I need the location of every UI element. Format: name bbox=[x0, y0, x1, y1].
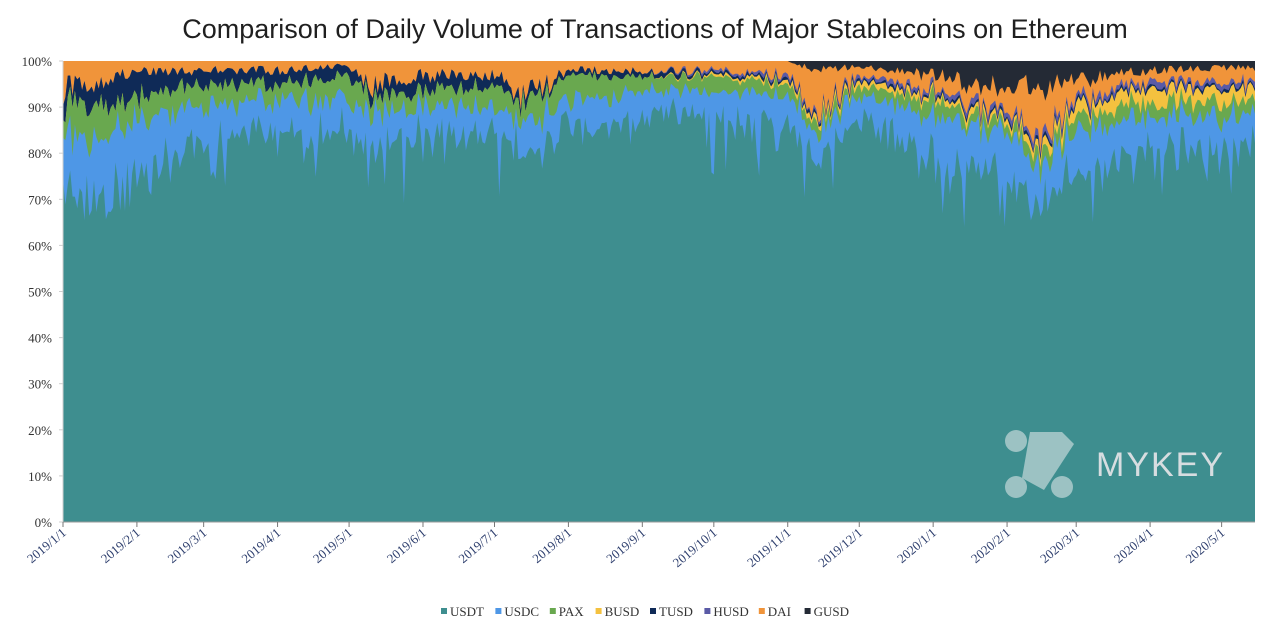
x-tick-label: 2019/4/1 bbox=[238, 525, 283, 566]
watermark-text: MYKEY bbox=[1096, 446, 1225, 484]
x-tick-label: 2019/2/1 bbox=[98, 525, 143, 566]
legend-swatch-husd bbox=[704, 608, 711, 614]
x-tick-label: 2019/5/1 bbox=[310, 525, 355, 566]
y-tick-label: 40% bbox=[28, 331, 52, 346]
y-tick-label: 70% bbox=[28, 192, 52, 207]
legend-swatch-usdc bbox=[495, 608, 502, 614]
legend-label-usdt: USDT bbox=[450, 604, 484, 619]
x-tick-label: 2019/1/1 bbox=[24, 525, 69, 566]
x-tick-label: 2020/1/1 bbox=[894, 525, 939, 566]
y-tick-label: 60% bbox=[28, 238, 52, 253]
chart-title: Comparison of Daily Volume of Transactio… bbox=[182, 14, 1128, 44]
x-tick-label: 2020/4/1 bbox=[1111, 525, 1156, 566]
legend-label-husd: HUSD bbox=[713, 604, 748, 619]
y-tick-label: 30% bbox=[28, 377, 52, 392]
x-tick-label: 2019/8/1 bbox=[529, 525, 574, 566]
x-tick-label: 2019/7/1 bbox=[455, 525, 500, 566]
x-tick-label: 2019/3/1 bbox=[165, 525, 210, 566]
y-tick-label: 10% bbox=[28, 469, 52, 484]
legend-label-usdc: USDC bbox=[504, 604, 539, 619]
legend: USDT USDC PAX BUSD TUSD HUSD DAI GUSD bbox=[441, 604, 849, 619]
legend-label-busd: BUSD bbox=[605, 604, 640, 619]
y-tick-label: 0% bbox=[35, 515, 53, 530]
legend-swatch-pax bbox=[549, 608, 556, 614]
x-tick-label: 2019/6/1 bbox=[384, 525, 429, 566]
legend-label-dai: DAI bbox=[768, 604, 791, 619]
x-tick-label: 2020/5/1 bbox=[1182, 525, 1227, 566]
y-tick-label: 100% bbox=[22, 54, 53, 69]
x-tick-label: 2020/3/1 bbox=[1037, 525, 1082, 566]
area-usdt bbox=[63, 97, 1255, 523]
x-tick-label: 2019/12/1 bbox=[815, 525, 865, 570]
y-tick-label: 50% bbox=[28, 285, 52, 300]
legend-label-pax: PAX bbox=[559, 604, 584, 619]
x-tick-label: 2019/10/1 bbox=[670, 525, 720, 570]
y-tick-label: 90% bbox=[28, 100, 52, 115]
y-tick-label: 20% bbox=[28, 423, 52, 438]
x-tick-label: 2019/9/1 bbox=[603, 525, 648, 566]
x-tick-label: 2019/11/1 bbox=[744, 525, 794, 570]
legend-swatch-usdt bbox=[441, 608, 447, 614]
watermark: MYKEY bbox=[1005, 430, 1225, 498]
legend-label-gusd: GUSD bbox=[814, 604, 849, 619]
legend-label-tusd: TUSD bbox=[659, 604, 693, 619]
legend-swatch-dai bbox=[758, 608, 765, 614]
legend-swatch-busd bbox=[595, 608, 602, 614]
legend-swatch-gusd bbox=[804, 608, 811, 614]
mykey-logo-icon bbox=[1005, 430, 1074, 498]
x-tick-label: 2020/2/1 bbox=[968, 525, 1013, 566]
legend-swatch-tusd bbox=[650, 608, 656, 614]
areas-layer bbox=[63, 61, 1255, 523]
y-tick-label: 80% bbox=[28, 146, 52, 161]
